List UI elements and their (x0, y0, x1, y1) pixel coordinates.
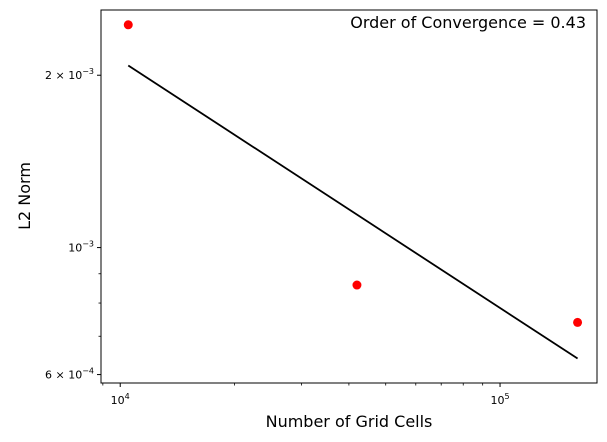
x-tick-label: 104 (111, 392, 130, 407)
data-point (123, 20, 133, 30)
ticks-layer: 104 105 6 × 10−4 10−3 2 × 10−3 (45, 67, 510, 407)
data-point (352, 280, 362, 290)
marks-layer (123, 20, 583, 360)
convergence-annotation: Order of Convergence = 0.43 (350, 13, 586, 32)
plot-frame (100, 9, 598, 384)
fit-line (127, 64, 579, 360)
y-tick-label: 2 × 10−3 (45, 67, 94, 82)
y-axis-label: L2 Norm (15, 162, 34, 230)
x-tick-label: 105 (490, 392, 509, 407)
y-tick-label: 6 × 10−4 (45, 367, 94, 382)
data-point (573, 317, 583, 327)
y-tick-label: 10−3 (68, 240, 94, 255)
x-axis-label: Number of Grid Cells (266, 412, 433, 431)
